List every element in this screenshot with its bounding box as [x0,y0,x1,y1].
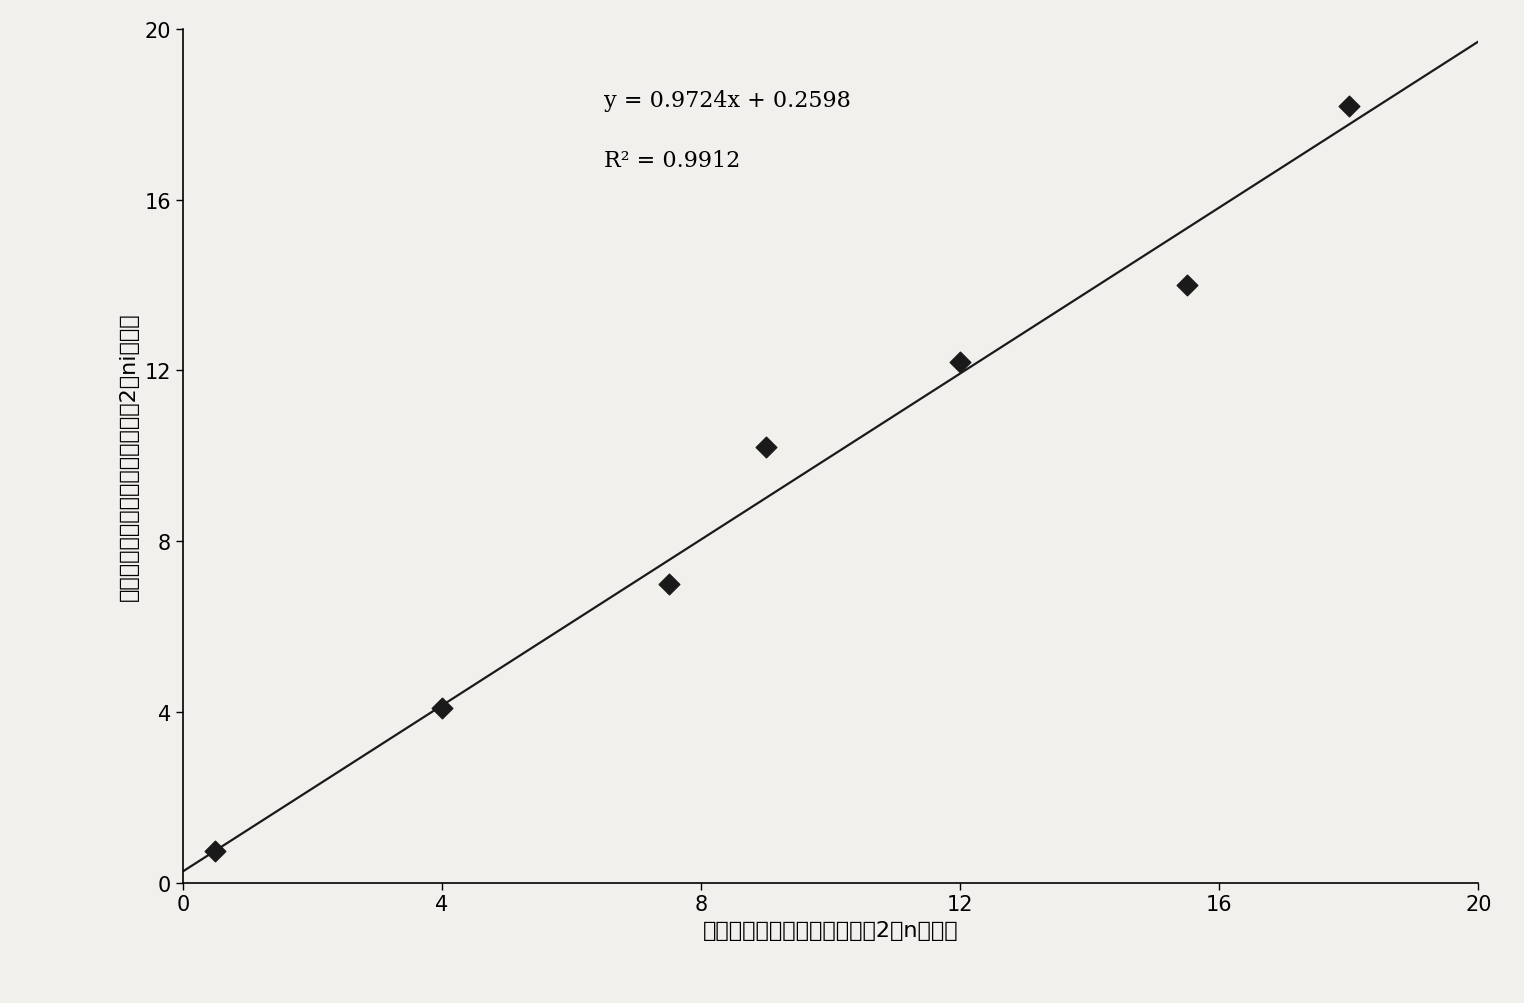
Point [203,843,227,859]
X-axis label: 以对照方法测得的中和效价（2的n次方）: 以对照方法测得的中和效价（2的n次方） [703,920,959,940]
Point [754,439,779,455]
Point [948,354,972,370]
Y-axis label: 应用本发明方法测得的中和效价（2的ni次方）: 应用本发明方法测得的中和效价（2的ni次方） [119,312,139,601]
Point [430,700,454,716]
Text: R² = 0.9912: R² = 0.9912 [604,149,741,172]
Text: y = 0.9724x + 0.2598: y = 0.9724x + 0.2598 [604,90,850,111]
Point [1337,98,1361,114]
Point [1175,278,1199,294]
Point [657,576,681,592]
